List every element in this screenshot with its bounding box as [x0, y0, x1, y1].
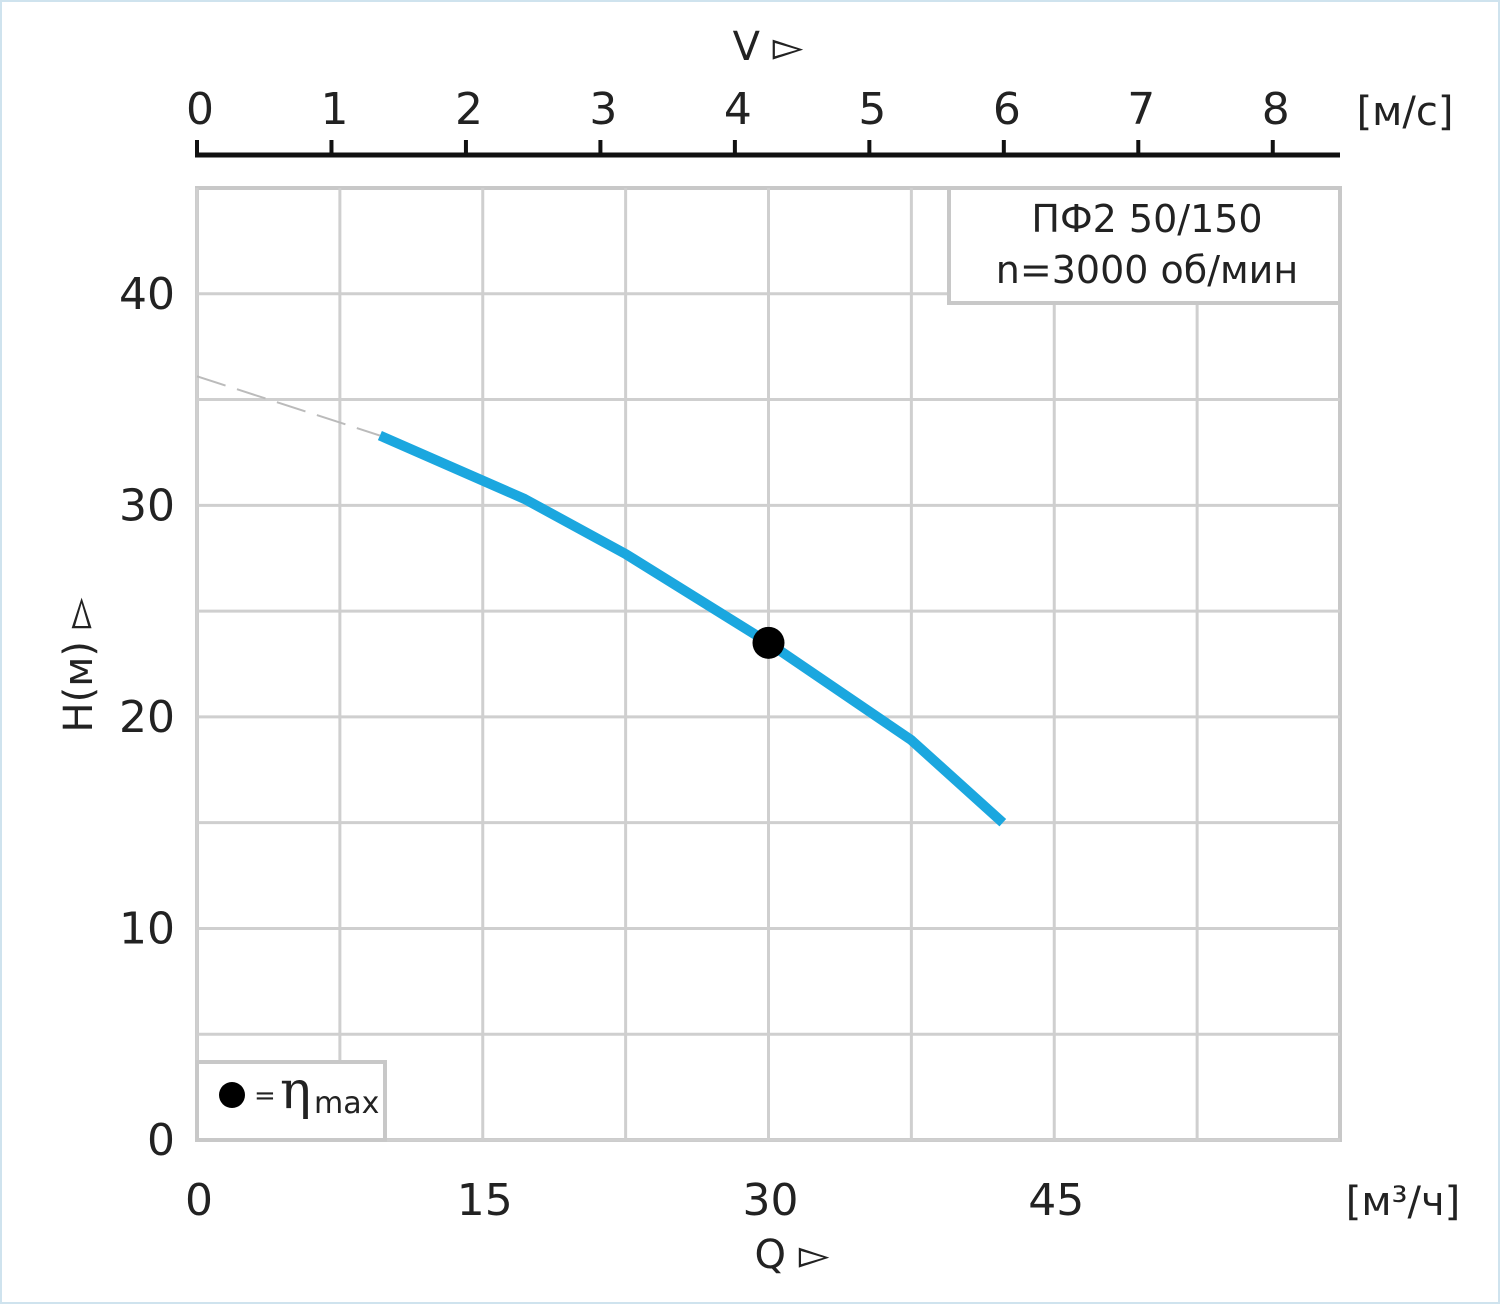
- extension-line: [196, 375, 381, 437]
- x2-tick-label: 8: [1262, 84, 1290, 135]
- legend-equals: =: [254, 1081, 276, 1111]
- title: ПФ2 50/150: [1031, 197, 1262, 241]
- y-tick-label: 30: [119, 480, 175, 531]
- x-tick-label: 15: [457, 1175, 513, 1226]
- legend-marker: [219, 1082, 245, 1108]
- legend-subscript: max: [314, 1086, 379, 1121]
- title: n=3000 об/мин: [996, 248, 1298, 292]
- x2-tick-label: 4: [724, 84, 752, 135]
- y-tick-label: 10: [119, 903, 175, 954]
- x2-tick-label: 7: [1127, 84, 1155, 135]
- x-tick-label: 30: [743, 1175, 799, 1226]
- x2-label: V ▻: [733, 24, 804, 70]
- x-unit: [м³/ч]: [1346, 1179, 1461, 1225]
- x-tick-label: 0: [185, 1175, 213, 1226]
- y-tick-label: 0: [147, 1115, 175, 1166]
- y-tick-label: 20: [119, 692, 175, 743]
- curve: [377, 430, 1007, 827]
- y-label: H(м) ▻: [56, 597, 102, 732]
- y-tick-label: 40: [119, 269, 175, 320]
- x2-tick-label: 2: [455, 84, 483, 135]
- x2-tick-label: 5: [858, 84, 886, 135]
- x2-tick-label: 6: [993, 84, 1021, 135]
- legend-symbol: η: [280, 1061, 311, 1121]
- x-label: Q ▻: [755, 1232, 830, 1278]
- max-efficiency-point: [752, 626, 785, 659]
- x2-tick-label: 3: [589, 84, 617, 135]
- x-tick-label: 45: [1028, 1175, 1084, 1226]
- title-box: [947, 186, 1342, 305]
- x2-unit: [м/с]: [1357, 89, 1454, 135]
- x2-tick-label: 0: [186, 84, 214, 135]
- x2-tick-label: 1: [320, 84, 348, 135]
